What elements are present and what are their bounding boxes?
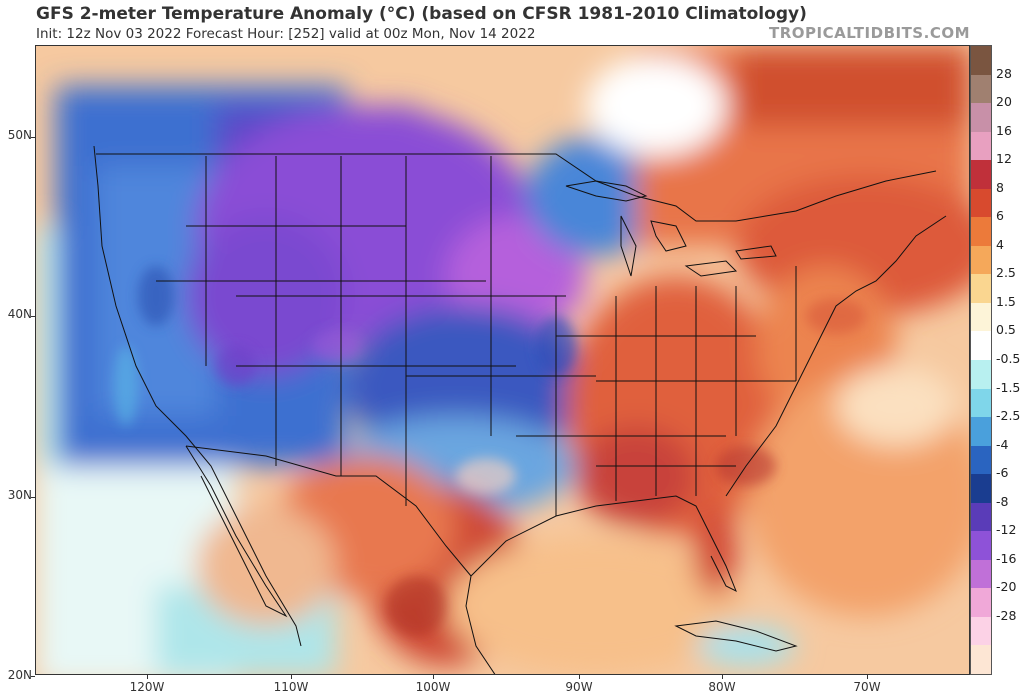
colorbar [970,45,992,675]
colorbar-label: 4 [996,236,1004,252]
colorbar-label: -28 [996,607,1017,623]
colorbar-label: 16 [996,122,1012,138]
map-panel [35,45,970,675]
colorbar-label: 2.5 [996,265,1016,281]
lon-label-120w: 120W [129,680,165,694]
map-title: GFS 2-meter Temperature Anomaly (°C) (ba… [36,4,807,24]
colorbar-swatch [971,302,991,332]
colorbar-swatch [971,531,991,561]
colorbar-label: 8 [996,179,1004,195]
lon-tick [433,675,434,679]
lat-tick [31,137,35,138]
colorbar-label: -20 [996,579,1017,595]
lat-label-20n: 20N [7,668,32,682]
watermark: TROPICALTIDBITS.COM [769,24,970,42]
lon-label-70w: 70W [853,680,881,694]
lon-tick [291,675,292,679]
lat-tick [31,497,35,498]
colorbar-swatch [971,645,991,675]
colorbar-label: 28 [996,65,1012,81]
anomaly-field [36,46,969,674]
colorbar-swatch [971,331,991,361]
temperature-anomaly-map [36,46,969,674]
lon-label-80w: 80W [708,680,736,694]
lat-label-50n: 50N [7,128,32,142]
colorbar-swatch [971,502,991,532]
colorbar-label: 1.5 [996,293,1016,309]
colorbar-label: -12 [996,522,1017,538]
colorbar-swatch [971,188,991,218]
colorbar-label: 0.5 [996,322,1016,338]
colorbar-label: 12 [996,151,1012,167]
colorbar-label: -0.5 [996,351,1021,366]
lon-tick [867,675,868,679]
lat-label-30n: 30N [7,488,32,502]
colorbar-swatch [971,245,991,275]
lat-label-40n: 40N [7,307,32,321]
boundary-lines [93,145,947,674]
lon-tick [722,675,723,679]
lon-tick [579,675,580,679]
colorbar-label: -4 [996,436,1009,452]
anomaly-detail [114,266,866,636]
colorbar-label: -8 [996,493,1009,509]
lat-tick [31,316,35,317]
lon-label-90w: 90W [565,680,593,694]
colorbar-swatch [971,217,991,247]
colorbar-swatch [971,274,991,304]
colorbar-label: 20 [996,94,1012,110]
colorbar-swatch [971,360,991,390]
lat-tick [31,676,35,677]
colorbar-swatch [971,417,991,447]
lon-label-100w: 100W [415,680,451,694]
colorbar-label: -2.5 [996,408,1021,424]
colorbar-label: -6 [996,465,1009,481]
colorbar-swatch [971,74,991,104]
colorbar-swatch [971,131,991,161]
colorbar-swatch [971,388,991,418]
colorbar-swatch [971,588,991,618]
colorbar-swatch [971,616,991,646]
colorbar-swatch [971,46,991,76]
colorbar-swatch [971,474,991,504]
colorbar-label: 6 [996,208,1004,224]
colorbar-swatch [971,160,991,190]
map-subtitle: Init: 12z Nov 03 2022 Forecast Hour: [25… [36,26,536,42]
lon-label-110w: 110W [273,680,309,694]
colorbar-label: -16 [996,550,1017,566]
colorbar-swatch [971,559,991,589]
cuba-outline [674,620,798,652]
colorbar-swatch [971,103,991,133]
colorbar-label: -1.5 [996,379,1021,395]
colorbar-swatch [971,445,991,475]
lon-tick [147,675,148,679]
